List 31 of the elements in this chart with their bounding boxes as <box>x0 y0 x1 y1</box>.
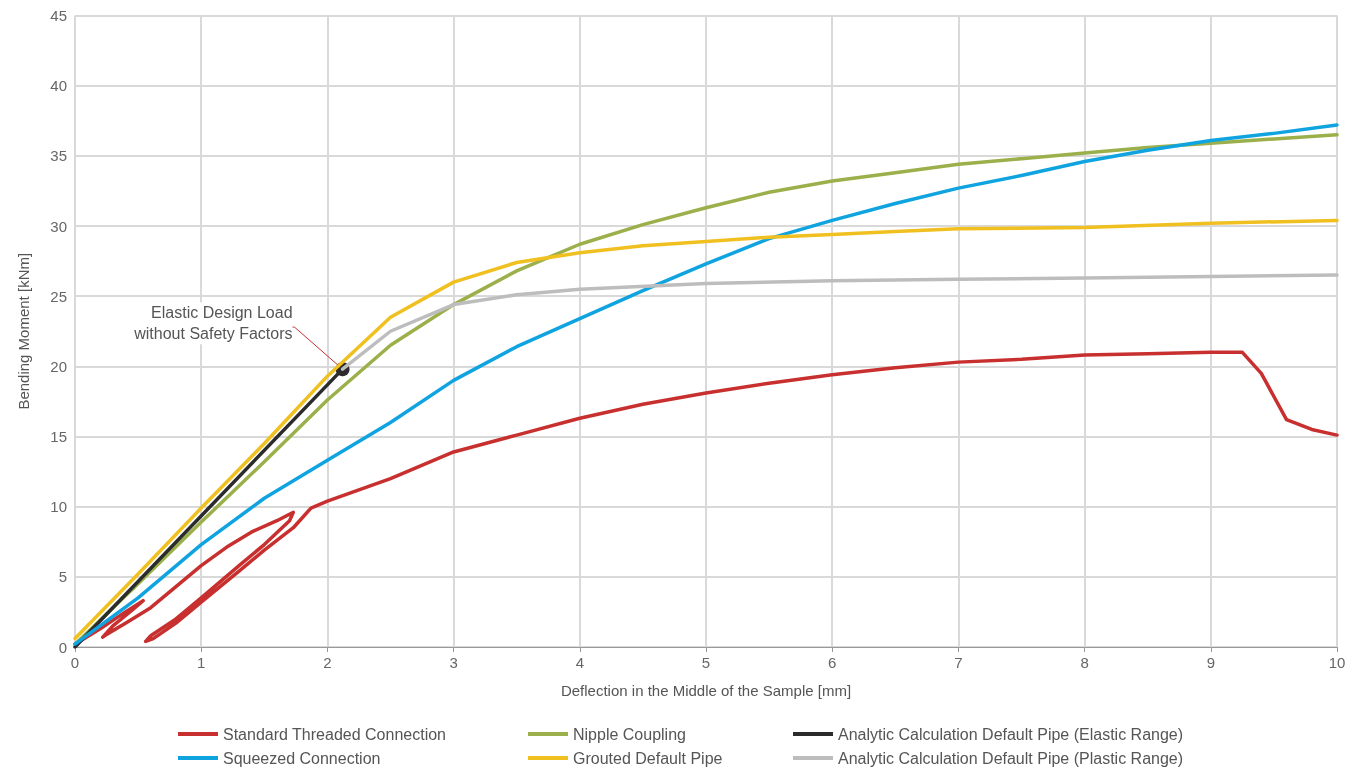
y-tick-label: 30 <box>50 217 67 235</box>
y-tick-label: 10 <box>50 498 67 516</box>
x-axis-title: Deflection in the Middle of the Sample [mm] <box>560 682 852 699</box>
x-tick-label: 0 <box>70 654 80 671</box>
y-tick-label: 45 <box>50 7 67 24</box>
annotation: Elastic Design Load without Safety Factors <box>133 304 293 343</box>
legend-label: Standard Threaded Connection <box>223 725 446 743</box>
x-tick-label: 5 <box>701 654 711 671</box>
y-tick-label: 15 <box>50 428 67 445</box>
y-tick-label: 20 <box>50 357 67 375</box>
legend-label: Grouted Default Pipe <box>573 749 723 767</box>
x-tick-label: 8 <box>1080 654 1089 671</box>
legend-label: Nipple Coupling <box>573 725 686 743</box>
x-tick-label: 6 <box>828 654 837 671</box>
x-tick-label: 4 <box>575 654 584 671</box>
y-tick-label: 0 <box>58 638 67 656</box>
x-tick-label: 9 <box>1206 654 1215 671</box>
x-tick-label: 3 <box>449 654 458 671</box>
legend-label: Squeezed Connection <box>223 749 381 767</box>
legend-label: Analytic Calculation Default Pipe (Plastic Range) <box>838 749 1184 767</box>
y-tick-label: 5 <box>58 568 67 586</box>
legend-label: Analytic Calculation Default Pipe (Elastic Range) <box>838 725 1184 743</box>
x-tick-label: 2 <box>323 654 332 671</box>
y-tick-label: 40 <box>50 77 67 95</box>
line-series <box>73 218 1339 641</box>
x-tick-label: 10 <box>1328 654 1346 671</box>
y-axis-title: Bending Moment [kNm] <box>15 252 32 410</box>
x-tick-label: 1 <box>197 654 206 671</box>
x-tick-label: 7 <box>954 654 963 671</box>
y-tick-label: 35 <box>50 147 67 165</box>
y-tick-label: 25 <box>50 287 67 305</box>
